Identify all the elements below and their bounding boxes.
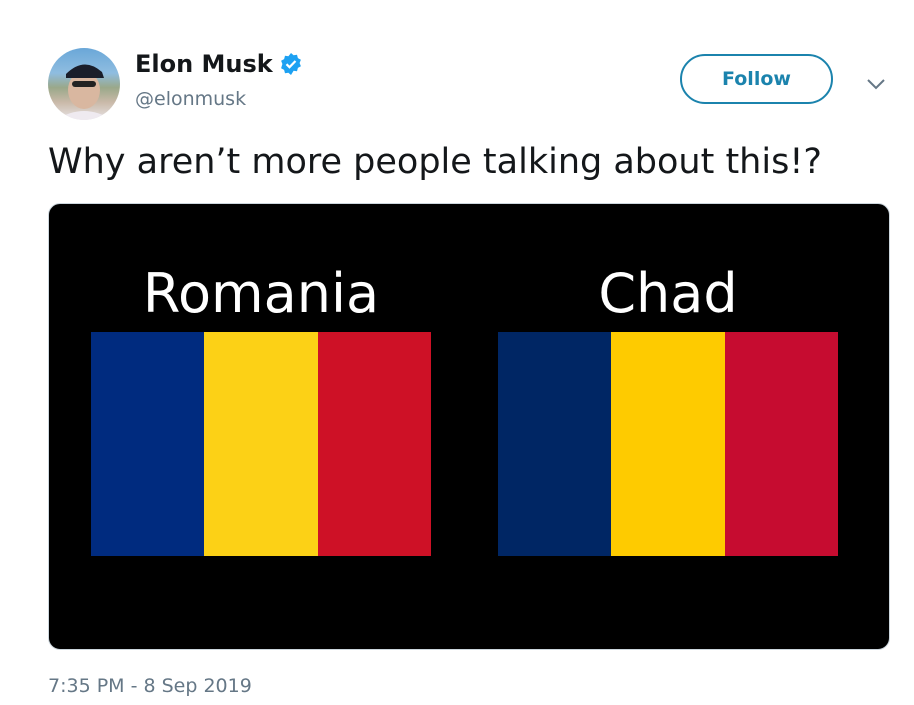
timestamp[interactable]: 7:35 PM - 8 Sep 2019	[48, 675, 252, 697]
user-name[interactable]: Elon Musk	[135, 50, 303, 78]
profile-photo-icon	[56, 64, 112, 120]
flag-romania	[91, 332, 431, 556]
tweet-text: Why aren’t more people talking about thi…	[48, 142, 822, 182]
follow-button[interactable]: Follow	[680, 54, 833, 104]
user-handle[interactable]: @elonmusk	[135, 88, 247, 110]
flag-stripe-yellow	[204, 332, 318, 556]
flag-label-romania: Romania	[142, 262, 380, 325]
chevron-down-icon[interactable]	[864, 74, 888, 94]
flag-label-chad: Chad	[598, 262, 738, 325]
avatar[interactable]	[48, 48, 120, 120]
verified-badge-icon	[280, 53, 301, 75]
flag-chad	[498, 332, 838, 556]
flag-stripe-red	[724, 332, 838, 556]
flag-stripe-blue	[498, 332, 612, 556]
flag-stripe-blue	[91, 332, 205, 556]
flag-stripe-yellow	[611, 332, 725, 556]
flag-stripe-red	[317, 332, 431, 556]
tweet-image[interactable]: Romania Chad	[48, 203, 890, 650]
